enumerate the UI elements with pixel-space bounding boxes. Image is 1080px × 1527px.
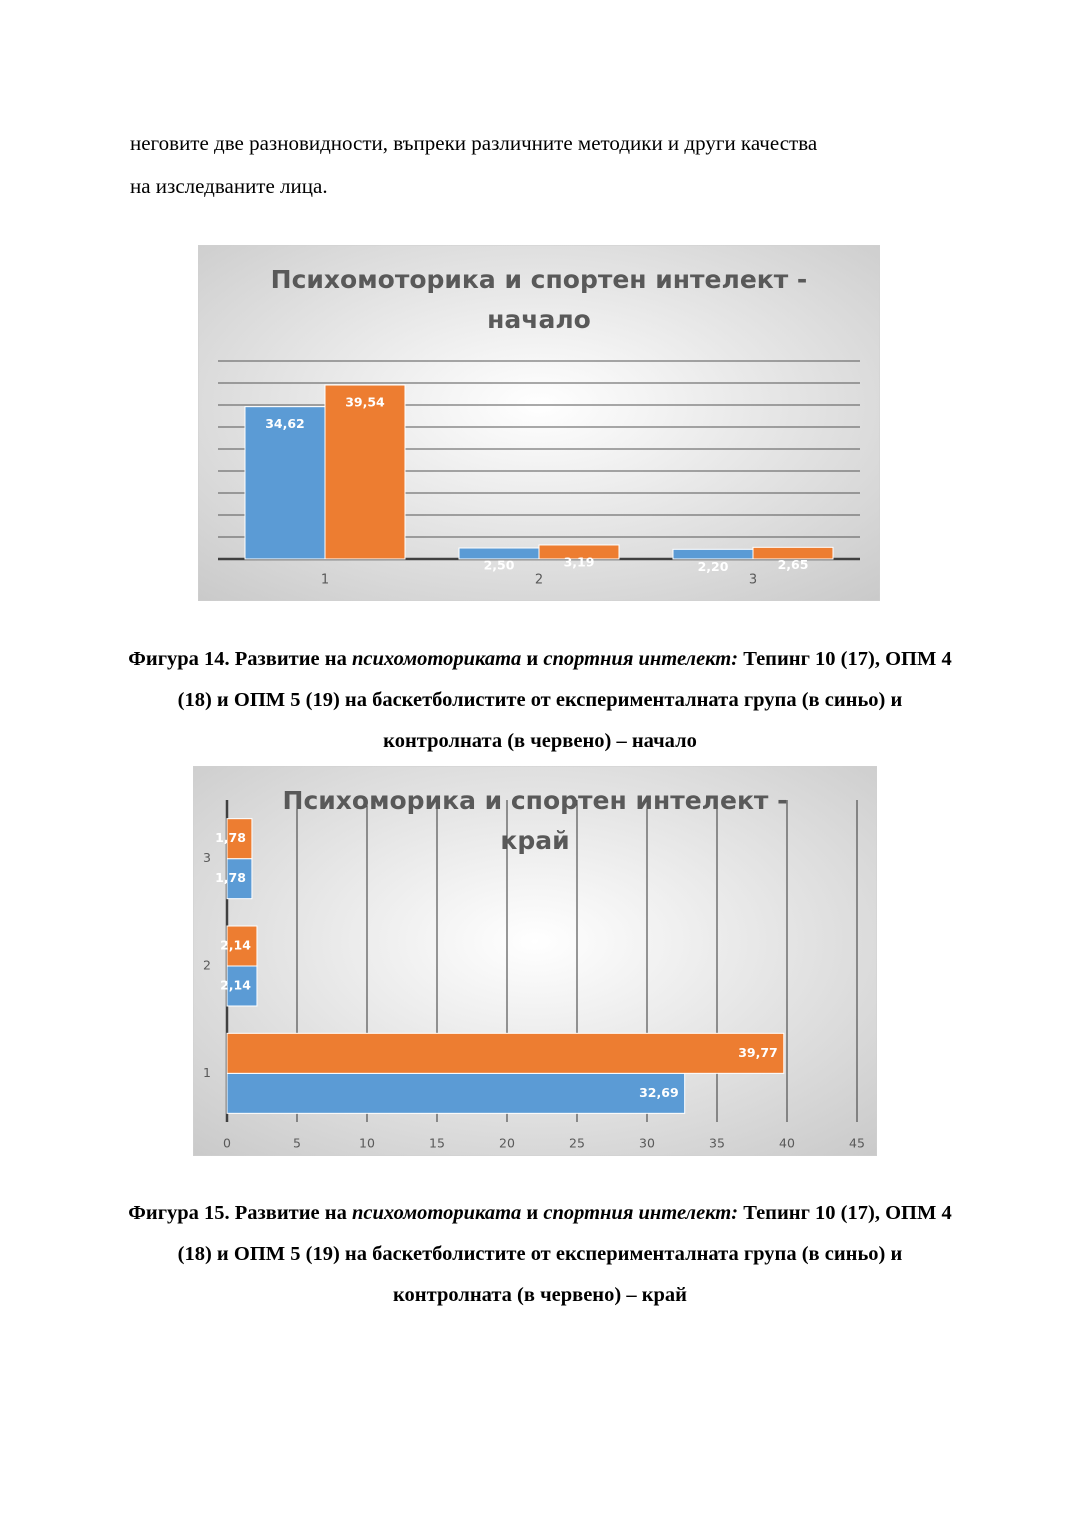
chart-title: Психоморика и спортен интелект - <box>283 786 788 815</box>
chart: 0 5 10 15 20 25 30 35 40 45 Психоморика и спортен … <box>193 766 877 1156</box>
paragraph-line: на изследваните лица. <box>130 174 328 198</box>
caption-text: психомоториката <box>351 1202 522 1224</box>
caption-text: Тепинг 10 (17), ОПМ 4 (18) и ОПМ 5 (19) … <box>177 648 952 752</box>
x-tick-label: 2 <box>535 573 543 588</box>
x-tick-label: 10 <box>359 1136 375 1151</box>
bar <box>538 544 620 560</box>
chart-title: начало <box>487 305 591 334</box>
bar <box>226 858 253 900</box>
paragraph-line: неговите две разновидности, въпреки разл… <box>130 131 818 155</box>
x-tick-label: 35 <box>709 1136 725 1151</box>
bar <box>226 1072 686 1114</box>
caption-text: и <box>521 1202 544 1224</box>
bar <box>226 965 258 1007</box>
figure-caption: Фигура 14. Развитие на психомоториката и… <box>120 639 960 762</box>
x-tick-label: 45 <box>849 1136 865 1151</box>
data-label: 2,20 <box>698 559 729 574</box>
data-label: 39,54 <box>345 395 385 410</box>
chart-title: Психомоторика и спортен интелект - <box>271 265 808 294</box>
x-tick-label: 0 <box>223 1136 231 1151</box>
x-tick-label: 1 <box>321 573 329 588</box>
x-tick-label: 5 <box>293 1136 301 1151</box>
data-label: 2,14 <box>220 978 251 993</box>
x-tick-label: 3 <box>749 573 757 588</box>
y-tick-label: 3 <box>203 850 211 865</box>
caption-text: психомоториката <box>351 648 522 670</box>
bar <box>226 925 258 967</box>
bar <box>226 818 253 860</box>
data-label: 2,50 <box>484 558 515 573</box>
caption-text: и <box>521 648 544 670</box>
bar <box>226 1032 785 1074</box>
y-tick-label: 1 <box>203 1065 211 1080</box>
caption-text: Фигура 14. Развитие на <box>128 648 352 670</box>
chart: Психомоторика и спортен интелект - начало… <box>198 245 880 601</box>
caption-text: спортния интелект: <box>543 648 739 670</box>
bar <box>672 548 754 560</box>
bar <box>324 384 406 560</box>
bar <box>244 406 326 560</box>
data-label: 34,62 <box>265 416 305 431</box>
data-label: 39,77 <box>738 1045 778 1060</box>
y-tick-label: 2 <box>203 958 211 973</box>
x-tick-label: 20 <box>499 1136 515 1151</box>
bar <box>752 546 834 560</box>
caption-text: Фигура 15. Развитие на <box>128 1202 352 1224</box>
x-tick-label: 40 <box>779 1136 795 1151</box>
data-label: 1,78 <box>215 830 246 845</box>
data-label: 2,14 <box>220 938 251 953</box>
data-label: 1,78 <box>215 870 246 885</box>
caption-text: спортния интелект: <box>543 1202 739 1224</box>
data-label: 32,69 <box>639 1085 679 1100</box>
caption-text: Тепинг 10 (17), ОПМ 4 (18) и ОПМ 5 (19) … <box>177 1202 952 1306</box>
data-label: 3,19 <box>564 554 595 569</box>
data-label: 2,65 <box>778 557 809 572</box>
x-tick-label: 15 <box>429 1136 445 1151</box>
figure-caption: Фигура 15. Развитие на психомоториката и… <box>120 1193 960 1316</box>
x-tick-label: 25 <box>569 1136 585 1151</box>
x-tick-label: 30 <box>639 1136 655 1151</box>
chart-title: край <box>500 826 569 855</box>
